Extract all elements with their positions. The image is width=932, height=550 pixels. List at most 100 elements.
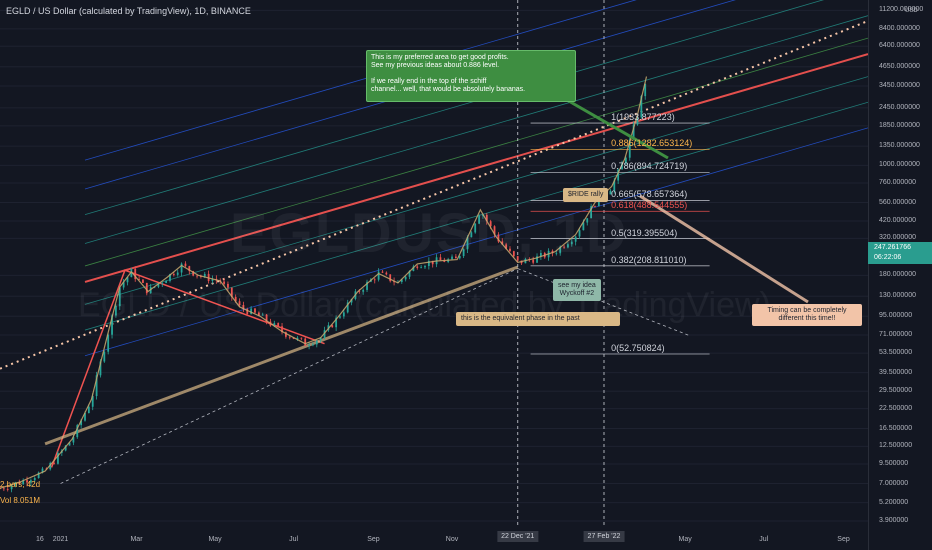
price-axis[interactable]: USD 11200.000000 8400.000000 6400.000000 46… bbox=[868, 0, 932, 550]
candle-body bbox=[366, 281, 368, 290]
y-tick-label-10: 560.000000 bbox=[879, 198, 916, 206]
candle-body bbox=[103, 351, 106, 362]
y-tick-label-13: 180.000000 bbox=[879, 271, 916, 279]
candle-body bbox=[485, 214, 488, 222]
candle-body bbox=[261, 314, 264, 316]
candle-body bbox=[377, 271, 380, 280]
fib-label-4: 0.618(488.544555) bbox=[611, 200, 688, 211]
note-ride-rally[interactable]: $RIDE rally bbox=[563, 188, 609, 202]
candle-body bbox=[478, 215, 480, 224]
candle-body bbox=[172, 274, 175, 275]
candle-body bbox=[339, 316, 341, 318]
candle-body bbox=[196, 275, 198, 277]
candle-body bbox=[420, 267, 423, 269]
candle-body bbox=[145, 282, 148, 294]
candle-body bbox=[211, 278, 214, 281]
candle-body bbox=[400, 279, 403, 283]
last-price-badge: 247.261766 06:22:06 bbox=[868, 242, 932, 264]
candle-body bbox=[6, 489, 9, 490]
x-tick-label-8: May bbox=[678, 536, 692, 543]
candle-body bbox=[509, 248, 511, 252]
note-preferred-profit-area[interactable]: This is my preferred area to get good pr… bbox=[366, 50, 576, 102]
last-price: 247.261766 bbox=[874, 244, 911, 251]
candle-body bbox=[126, 277, 129, 283]
candle-body bbox=[427, 260, 430, 267]
candle-body bbox=[184, 263, 187, 267]
candle-body bbox=[439, 257, 442, 261]
candle-body bbox=[26, 480, 28, 483]
candle-body bbox=[118, 287, 121, 307]
candle-body bbox=[138, 279, 140, 280]
note-wyckoff[interactable]: see my idea Wyckoff #2 bbox=[553, 279, 601, 301]
candle-body bbox=[180, 263, 183, 273]
candle-body bbox=[373, 279, 376, 281]
candle-body bbox=[582, 222, 585, 231]
candle-body bbox=[10, 485, 13, 490]
y-tick-label-8: 1000.000000 bbox=[879, 161, 920, 169]
chart-title: EGLD / US Dollar (calculated by TradingV… bbox=[6, 6, 251, 16]
candle-body bbox=[424, 266, 426, 268]
candle-body bbox=[49, 462, 52, 470]
candle-body bbox=[203, 273, 206, 277]
candle-body bbox=[273, 323, 276, 326]
y-tick-label-3: 4650.000000 bbox=[879, 62, 920, 70]
candle-body bbox=[532, 259, 535, 263]
y-tick-label-9: 760.000000 bbox=[879, 178, 916, 186]
candle-body bbox=[107, 334, 110, 352]
schiff-channel-line-6 bbox=[84, 76, 868, 305]
x-tick-label-4: Jul bbox=[289, 536, 299, 543]
y-tick-label-19: 29.500000 bbox=[879, 387, 913, 395]
y-tick-label-25: 5.200000 bbox=[879, 498, 909, 506]
candle-body bbox=[644, 83, 647, 97]
candle-body bbox=[412, 266, 415, 271]
candle-body bbox=[157, 283, 160, 287]
candle-body bbox=[76, 425, 79, 438]
candle-body bbox=[501, 241, 504, 245]
candle-body bbox=[516, 256, 519, 261]
candle-body bbox=[230, 287, 233, 297]
currency-label: USD bbox=[905, 8, 918, 14]
candle-body bbox=[227, 283, 229, 288]
y-tick-label-20: 22.500000 bbox=[879, 404, 913, 412]
pitchfork-handle bbox=[50, 269, 325, 468]
x-marker-label-0: 22 Dec '21 bbox=[497, 531, 539, 542]
candle-body bbox=[2, 488, 5, 490]
candle-body bbox=[315, 340, 318, 345]
y-tick-label-26: 3.900000 bbox=[879, 517, 909, 525]
candle-body bbox=[563, 246, 565, 248]
y-tick-label-23: 9.500000 bbox=[879, 459, 909, 467]
schiff-channel-line-5 bbox=[84, 53, 868, 283]
candle-body bbox=[594, 206, 596, 207]
candle-body bbox=[628, 139, 631, 158]
candle-body bbox=[22, 480, 25, 485]
watermark-symbol: EGLDUSD, 1D bbox=[230, 201, 629, 264]
candle-body bbox=[288, 336, 291, 338]
candle-body bbox=[381, 271, 384, 273]
candle-body bbox=[613, 180, 616, 191]
candle-body bbox=[242, 305, 245, 310]
candle-body bbox=[134, 268, 137, 280]
candle-body bbox=[632, 124, 635, 140]
candle-body bbox=[41, 468, 44, 473]
close-price-line bbox=[0, 76, 648, 489]
candle-body bbox=[300, 337, 303, 339]
bars-range-label: 2 bars, 42d bbox=[0, 480, 41, 489]
schiff-channel-line-0 bbox=[84, 0, 637, 161]
candle-body bbox=[590, 206, 593, 219]
candle-body bbox=[284, 332, 287, 337]
schiff-channel-line-8 bbox=[84, 127, 868, 357]
note-timing[interactable]: Timing can be completely different this … bbox=[752, 304, 862, 326]
candle-body bbox=[95, 375, 98, 397]
candle-body bbox=[142, 279, 144, 283]
note-past-phase[interactable]: this is the equivalent phase in the past bbox=[456, 312, 620, 326]
candle-body bbox=[37, 472, 40, 479]
candle-body bbox=[223, 281, 225, 284]
candle-body bbox=[161, 283, 164, 284]
candle-body bbox=[346, 302, 349, 313]
x-tick-label-5: Sep bbox=[367, 536, 380, 543]
candle-body bbox=[99, 361, 102, 376]
y-tick-label-0: 11200.000000 bbox=[879, 6, 924, 14]
candle-body bbox=[64, 445, 67, 451]
candle-body bbox=[308, 345, 310, 346]
y-tick-label-21: 16.500000 bbox=[879, 424, 913, 432]
